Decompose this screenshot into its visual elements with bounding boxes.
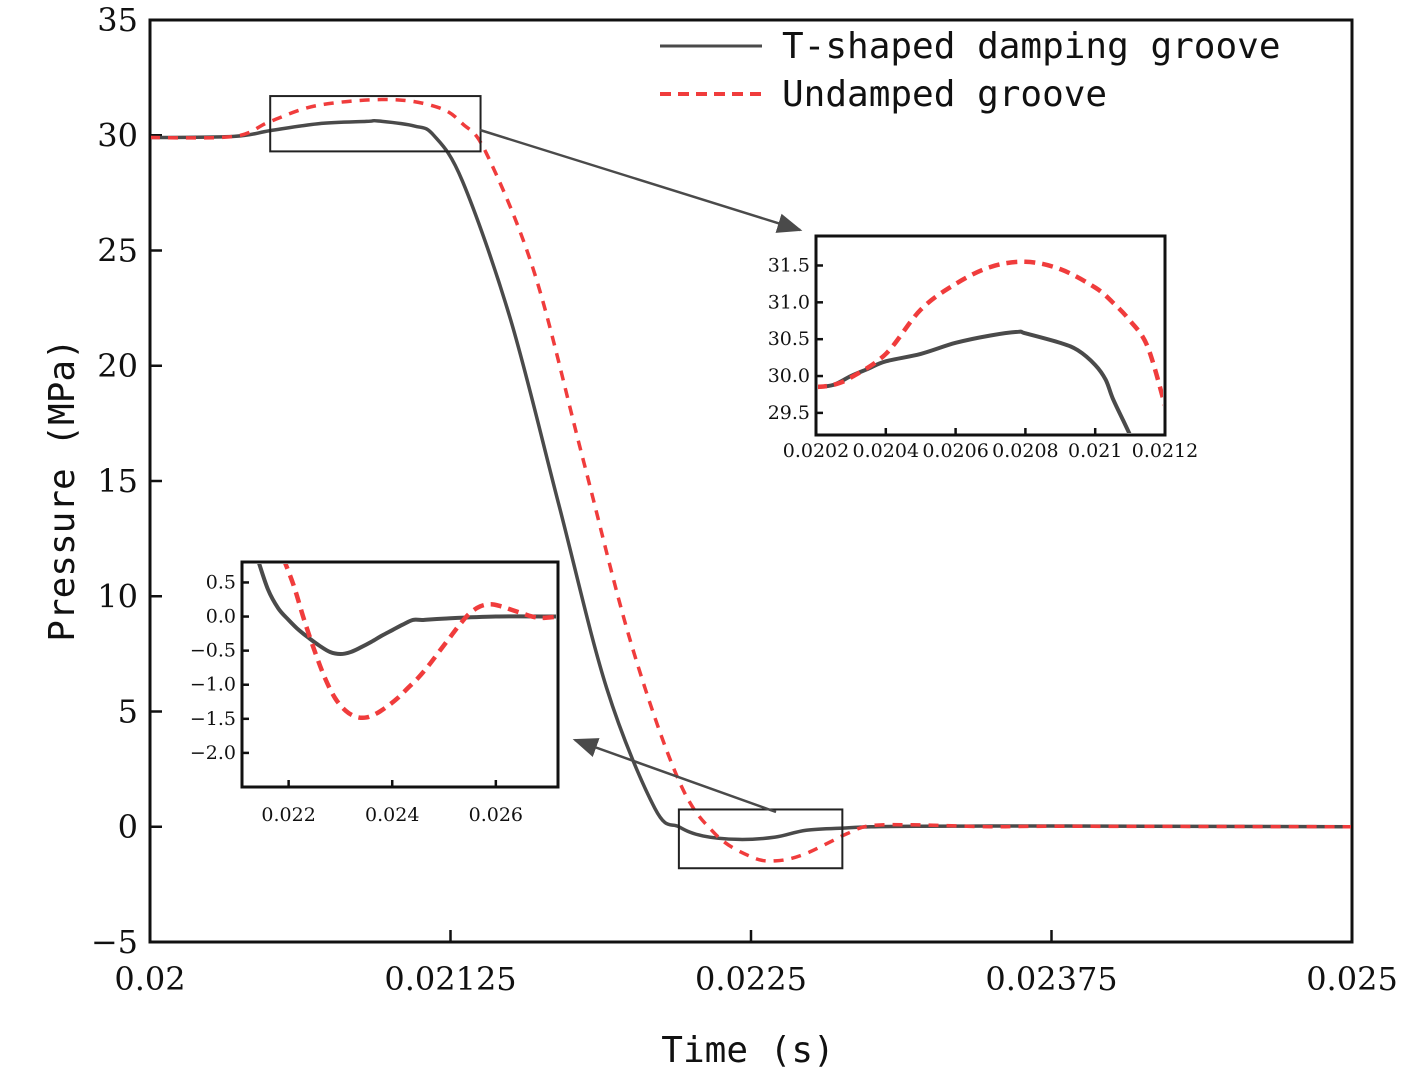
main-ytick-label: 35: [97, 1, 138, 39]
inset-top-xtick-label: 0.0212: [1132, 440, 1198, 462]
inset-top-series-t-shaped: [818, 329, 1132, 433]
main-ytick-label: 20: [97, 347, 138, 385]
inset-top-ticks: 0.0202 0.0204 0.0206 0.0208 0.021 0.0212 29.5 3…: [768, 254, 1199, 462]
zoom-arrow-top: [479, 128, 803, 233]
main-xtick-label: 0.025: [1306, 960, 1398, 998]
inset-top-xtick-label: 0.0206: [922, 440, 988, 462]
inset-bottom-series-t-shaped: [257, 564, 556, 657]
main-ytick-label: 5: [118, 693, 138, 731]
y-axis-label: Pressure (MPa): [42, 338, 83, 641]
inset-bottom-xtick-label: 0.022: [261, 804, 315, 826]
inset-bottom-ytick-label: 0.5: [206, 571, 236, 593]
inset-top-clip: [818, 259, 1163, 433]
inset-top-xtick-label: 0.0202: [783, 440, 849, 462]
main-xtick-label: 0.02: [114, 960, 185, 998]
inset-top-ytick-label: 30.0: [768, 365, 810, 387]
inset-bottom-ytick-label: −1.5: [190, 708, 236, 730]
inset-top: 0.0202 0.0204 0.0206 0.0208 0.021 0.0212 29.5 3…: [768, 234, 1199, 462]
main-ytick-label: −5: [91, 923, 138, 961]
inset-top-series-undamped: [818, 259, 1163, 407]
inset-bottom-frame: [240, 560, 560, 789]
main-series-undamped: [151, 97, 1351, 863]
inset-bottom-xtick-label: 0.024: [365, 804, 419, 826]
main-xtick-label: 0.0225: [695, 960, 807, 998]
inset-bottom-xtick-label: 0.026: [469, 804, 523, 826]
inset-top-ytick-label: 31.0: [768, 291, 810, 313]
inset-top-series-group: [818, 259, 1163, 433]
main-ticks: 0.02 0.02125 0.0225 0.02375 0.025−5051015202…: [91, 1, 1398, 998]
zoom-box-bottom: [677, 808, 844, 870]
main-clip: [151, 97, 1351, 863]
inset-top-ytick-label: 31.5: [768, 254, 810, 276]
zoom-boxes: [269, 95, 844, 870]
legend-label-t-shaped: T-shaped damping groove: [782, 26, 1281, 67]
inset-bottom-series-undamped: [283, 564, 556, 721]
inset-bottom-ytick-label: 0.0: [206, 606, 236, 628]
main-ytick-label: 10: [97, 577, 138, 615]
main-xtick-label: 0.02125: [384, 960, 516, 998]
zoom-box-top: [269, 95, 482, 153]
inset-bottom: 0.022 0.024 0.026 −2.0 −1.5 −1.0 −0.5 0.0 0.5: [190, 560, 560, 826]
zoom-arrow-bottom: [572, 738, 777, 814]
inset-bottom-clip: [257, 564, 556, 721]
inset-top-xtick-label: 0.0208: [992, 440, 1058, 462]
inset-bottom-ytick-label: −1.0: [190, 674, 236, 696]
legend-label-undamped: Undamped groove: [782, 74, 1107, 115]
x-axis-label: Time (s): [661, 1030, 834, 1071]
main-xtick-label: 0.02375: [985, 960, 1117, 998]
inset-bottom-series-group: [257, 564, 556, 721]
inset-top-xtick-label: 0.021: [1068, 440, 1122, 462]
main-ytick-label: 0: [118, 808, 138, 846]
legend: T-shaped damping groove Undamped groove: [660, 26, 1281, 115]
main-ytick-label: 30: [97, 116, 138, 154]
inset-bottom-ticks: 0.022 0.024 0.026 −2.0 −1.5 −1.0 −0.5 0.0 0.5: [190, 571, 523, 826]
main-series-group: [151, 97, 1351, 863]
inset-top-xtick-label: 0.0204: [853, 440, 919, 462]
inset-top-ytick-label: 29.5: [768, 402, 810, 424]
main-ytick-label: 25: [97, 232, 138, 270]
main-ytick-label: 15: [97, 462, 138, 500]
inset-bottom-ytick-label: −0.5: [190, 640, 236, 662]
inset-top-ytick-label: 30.5: [768, 328, 810, 350]
inset-bottom-ytick-label: −2.0: [190, 742, 236, 764]
